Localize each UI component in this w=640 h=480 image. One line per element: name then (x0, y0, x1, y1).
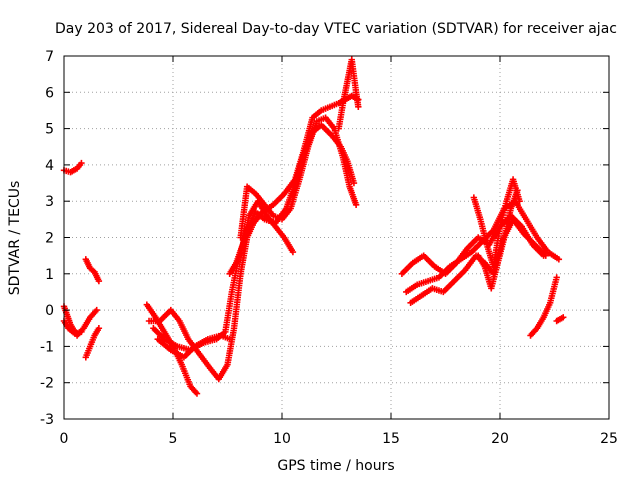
data-point (560, 314, 567, 321)
data-points (60, 56, 567, 397)
y-tick-label: -2 (40, 376, 54, 392)
y-tick-label: 6 (45, 85, 54, 101)
data-point (93, 306, 100, 314)
data-series (398, 212, 547, 277)
data-series (527, 274, 560, 339)
data-point (78, 328, 85, 336)
data-point (226, 335, 233, 343)
axis-ticks (63, 55, 610, 420)
x-tick-label: 15 (382, 431, 400, 447)
data-series (237, 114, 360, 241)
data-point (355, 103, 362, 111)
x-tick-label: 5 (169, 431, 178, 447)
data-point (542, 252, 549, 259)
x-tick-labels: 0 5 10 15 20 25 (60, 431, 618, 447)
x-tick-label: 10 (273, 431, 291, 447)
y-tick-label: -3 (40, 412, 54, 428)
x-axis-label: GPS time / hours (277, 458, 394, 474)
data-point (350, 179, 358, 187)
y-tick-labels: -3 -2 -1 0 1 2 3 4 5 6 7 (40, 49, 54, 428)
data-point (516, 198, 523, 205)
data-series (82, 256, 103, 285)
data-point (95, 277, 103, 285)
data-series (475, 187, 521, 292)
data-series (470, 176, 523, 270)
y-axis-label: SDTVAR / TECUs (7, 181, 23, 296)
data-series (154, 332, 233, 361)
x-tick-label: 0 (60, 431, 69, 447)
data-series (335, 56, 362, 132)
x-tick-label: 25 (600, 431, 618, 447)
data-point (553, 274, 560, 281)
y-tick-label: -1 (40, 339, 54, 355)
y-tick-label: 1 (45, 267, 54, 283)
data-point (555, 256, 563, 263)
y-tick-label: 4 (45, 158, 54, 174)
y-tick-label: 5 (45, 122, 54, 138)
data-point (193, 390, 201, 397)
y-tick-label: 7 (45, 49, 54, 65)
chart-title: Day 203 of 2017, Sidereal Day-to-day VTE… (55, 21, 617, 37)
data-series (82, 325, 103, 361)
data-point (78, 159, 85, 167)
data-point (289, 248, 297, 256)
data-point (514, 187, 521, 194)
y-tick-label: 3 (45, 194, 54, 210)
data-series (553, 314, 567, 325)
data-series (60, 159, 85, 176)
y-tick-label: 2 (45, 231, 54, 247)
y-tick-label: 0 (45, 303, 54, 319)
x-tick-label: 20 (491, 431, 509, 447)
data-point (95, 325, 103, 332)
data-point (352, 201, 360, 209)
